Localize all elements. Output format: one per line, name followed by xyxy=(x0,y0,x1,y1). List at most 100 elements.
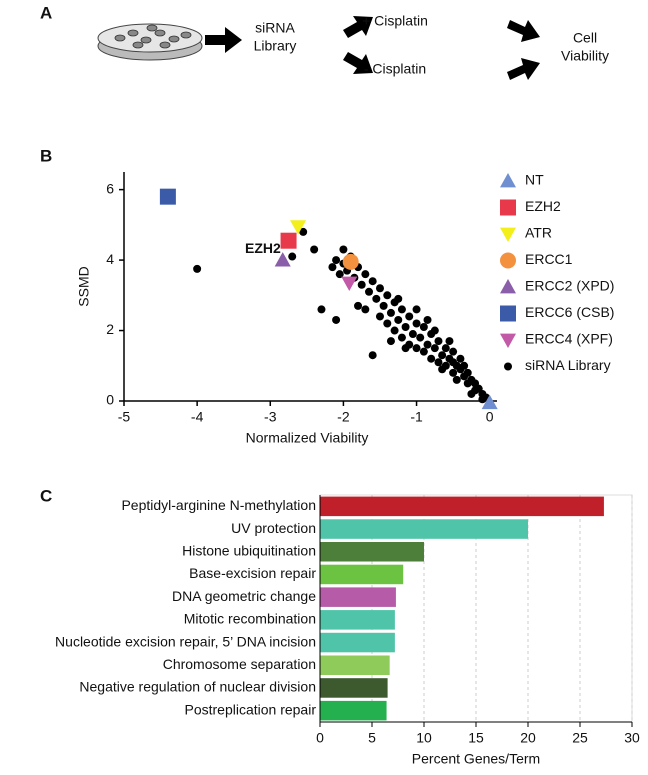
x-tick-label: 5 xyxy=(368,730,376,746)
marker xyxy=(397,305,406,314)
legend-marker xyxy=(504,362,512,371)
bar xyxy=(320,587,396,607)
marker xyxy=(310,245,319,254)
x-tick-label: 20 xyxy=(520,730,536,746)
marker xyxy=(365,287,374,296)
marker xyxy=(452,375,461,384)
bar xyxy=(320,610,395,630)
marker xyxy=(416,333,425,342)
y-axis-label: SSMD xyxy=(76,266,92,306)
x-axis-label: Percent Genes/Term xyxy=(412,751,540,767)
marker xyxy=(412,305,421,314)
legend-label: ERCC6 (CSB) xyxy=(525,304,614,320)
marker xyxy=(368,277,377,286)
bar xyxy=(320,678,388,698)
y-tick-label: Base-excision repair xyxy=(189,565,316,581)
marker xyxy=(290,220,307,235)
marker xyxy=(339,245,348,254)
x-tick-label: 25 xyxy=(572,730,588,746)
legend-marker xyxy=(500,279,516,294)
bar xyxy=(320,655,390,676)
marker xyxy=(467,389,476,398)
marker xyxy=(368,351,377,360)
marker xyxy=(423,340,432,349)
marker xyxy=(354,301,363,310)
marker xyxy=(449,347,458,356)
marker xyxy=(434,337,443,346)
marker xyxy=(335,270,344,279)
x-tick-label: -3 xyxy=(264,409,277,425)
x-tick-label: 15 xyxy=(468,730,484,746)
marker xyxy=(456,354,465,363)
marker xyxy=(341,276,358,291)
x-tick-label: 0 xyxy=(316,730,324,746)
legend-marker xyxy=(500,173,516,188)
legend-label: ERCC4 (XPF) xyxy=(525,331,613,347)
panel-label: A xyxy=(40,3,52,22)
marker xyxy=(317,305,326,314)
legend-label: ERCC1 xyxy=(525,251,573,267)
legend-label: ERCC2 (XPD) xyxy=(525,278,614,294)
arrows xyxy=(205,16,540,80)
marker xyxy=(430,344,439,353)
node-label: Library xyxy=(254,38,297,54)
marker xyxy=(274,252,291,267)
marker xyxy=(405,312,414,321)
y-tick-label: Postreplication repair xyxy=(184,701,316,717)
y-tick-label: Negative regulation of nuclear division xyxy=(79,679,316,695)
legend-marker xyxy=(500,199,516,216)
marker xyxy=(332,315,341,324)
marker xyxy=(375,312,384,321)
legend-label: NT xyxy=(525,172,544,188)
marker xyxy=(401,323,410,332)
bar xyxy=(320,564,404,585)
node-label: Viability xyxy=(561,48,609,64)
x-tick-label: -2 xyxy=(337,409,350,425)
marker xyxy=(412,319,421,328)
node-label: siRNA xyxy=(255,20,295,36)
y-tick-label: Chromosome separation xyxy=(163,656,316,672)
marker xyxy=(332,256,341,265)
y-tick-label: Nucleotide excision repair, 5’ DNA incis… xyxy=(55,633,316,649)
legend-marker xyxy=(500,227,516,242)
panel-label: C xyxy=(40,486,52,505)
x-tick-label: -1 xyxy=(410,409,423,425)
marker xyxy=(394,315,403,324)
marker xyxy=(379,301,388,310)
x-tick-label: -5 xyxy=(118,409,131,425)
legend-marker xyxy=(500,333,516,348)
marker xyxy=(401,344,410,353)
legend-label: ATR xyxy=(525,225,552,241)
marker xyxy=(427,354,436,363)
petri-dish xyxy=(97,23,203,61)
marker xyxy=(390,326,399,335)
y-tick-label: 4 xyxy=(106,251,114,267)
y-tick-label: Peptidyl-arginine N-methylation xyxy=(121,497,316,513)
marker xyxy=(463,379,472,388)
marker xyxy=(386,337,395,346)
marker xyxy=(408,330,417,339)
bar xyxy=(320,632,395,653)
x-tick-label: 0 xyxy=(486,409,494,425)
panel-label: B xyxy=(40,146,52,165)
marker xyxy=(375,284,384,293)
marker xyxy=(449,368,458,377)
y-tick-label: 0 xyxy=(106,392,114,408)
marker xyxy=(478,395,487,404)
node-label: + Cisplatin xyxy=(362,13,428,29)
marker xyxy=(357,280,366,289)
legend-label: EZH2 xyxy=(525,198,561,214)
bar xyxy=(320,541,424,562)
marker xyxy=(434,358,443,367)
marker xyxy=(328,263,337,272)
marker xyxy=(383,319,392,328)
marker xyxy=(383,291,392,300)
marker xyxy=(299,227,308,236)
node-label: Cell xyxy=(573,30,597,46)
marker xyxy=(372,294,381,303)
bar xyxy=(320,519,528,539)
y-tick-label: 6 xyxy=(106,180,114,196)
marker xyxy=(419,323,428,332)
marker xyxy=(438,365,447,374)
